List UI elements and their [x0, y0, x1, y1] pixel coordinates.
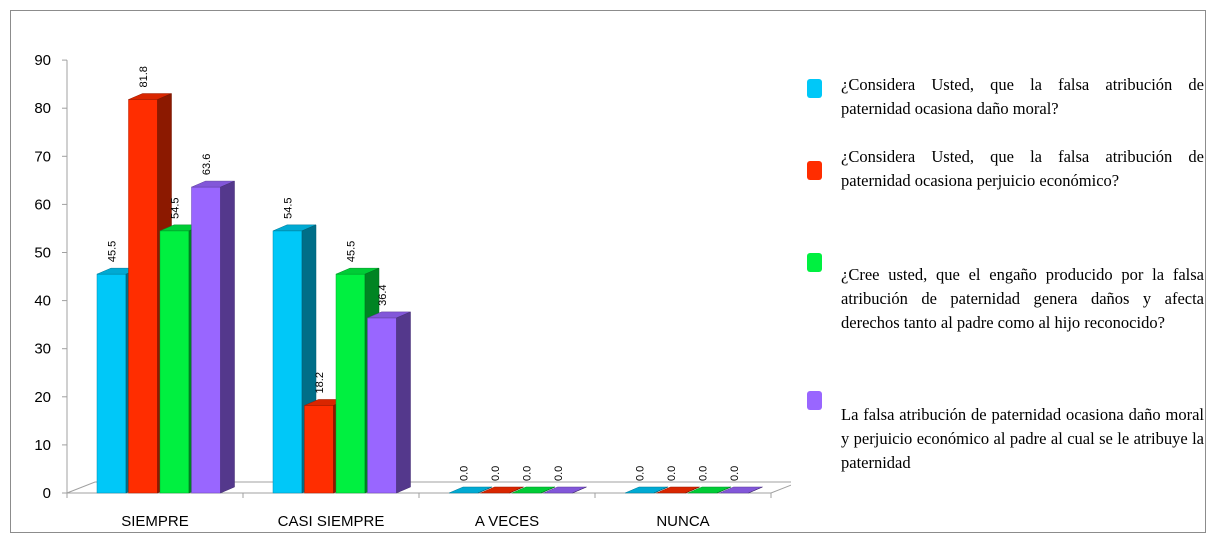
bar-front: [128, 99, 158, 494]
bar-front: [272, 230, 303, 494]
bar-side: [396, 311, 411, 494]
data-label: 63.6: [201, 154, 213, 175]
legend-swatch-1: [807, 79, 822, 98]
y-tick-label: 80: [34, 100, 51, 117]
legend-label-4: La falsa atribución de paternidad ocasio…: [841, 405, 1204, 472]
legend-swatch-2: [807, 161, 822, 180]
legend-label-3: ¿Cree usted, que el engaño producido por…: [841, 265, 1204, 332]
x-category-label: NUNCA: [656, 513, 709, 530]
data-label: 0.0: [698, 466, 710, 481]
bar-front: [304, 405, 334, 494]
legend-label-1: ¿Considera Usted, que la falsa atribució…: [841, 75, 1204, 118]
data-label: 0.0: [635, 466, 647, 481]
bar-front: [335, 273, 366, 494]
y-tick-label: 20: [34, 389, 51, 406]
bar-front: [367, 317, 397, 494]
legend-swatch-4: [807, 391, 822, 410]
y-tick-label: 60: [34, 196, 51, 213]
data-label: 0.0: [459, 466, 471, 481]
y-tick-label: 10: [34, 437, 51, 454]
x-category-label: A VECES: [475, 513, 539, 530]
data-label: 45.5: [346, 241, 358, 262]
bar-chart: 0 10 20 30 40 50 60 70 80 90 SIEMPRE CASI SIEMPRE A …: [34, 52, 791, 530]
bar-side: [540, 486, 556, 494]
legend-item-2: ¿Considera Usted, que la falsa atribució…: [804, 145, 1204, 253]
data-label: 0.0: [553, 466, 565, 481]
data-label: 0.0: [666, 466, 678, 481]
data-label: 54.5: [283, 197, 295, 218]
bar-front: [191, 186, 221, 494]
chart-frame: 0 10 20 30 40 50 60 70 80 90 SIEMPRE CASI SIEMPRE A …: [10, 10, 1206, 533]
bar-side: [572, 486, 587, 494]
y-tick-label: 30: [34, 341, 51, 358]
y-tick-label: 70: [34, 148, 51, 165]
bar-side: [477, 486, 493, 494]
data-label: 81.8: [138, 66, 150, 87]
bar-side: [685, 486, 700, 494]
bar-side: [653, 486, 669, 494]
y-tick-label: 90: [34, 52, 51, 69]
data-label: 36.4: [377, 284, 389, 305]
bar-front: [96, 273, 127, 494]
data-label: 0.0: [729, 466, 741, 481]
bar-side: [716, 486, 732, 494]
x-category-label: CASI SIEMPRE: [278, 513, 385, 530]
legend: ¿Considera Usted, que la falsa atribució…: [804, 73, 1204, 475]
x-category-label: SIEMPRE: [121, 513, 189, 530]
data-label: 54.5: [170, 197, 182, 218]
y-tick-label: 50: [34, 245, 51, 262]
y-tick-label: 0: [43, 485, 51, 502]
bar-side: [509, 486, 524, 494]
legend-item-4: La falsa atribución de paternidad ocasio…: [804, 391, 1204, 475]
data-label: 0.0: [490, 466, 502, 481]
legend-swatch-3: [807, 253, 822, 272]
data-label: 18.2: [314, 372, 326, 393]
legend-label-2: ¿Considera Usted, que la falsa atribució…: [841, 147, 1204, 190]
y-tick-label: 40: [34, 293, 51, 310]
legend-item-3: ¿Cree usted, que el engaño producido por…: [804, 253, 1204, 393]
bar-side: [748, 486, 763, 494]
bar-side: [220, 180, 235, 494]
data-label: 45.5: [107, 241, 119, 262]
legend-item-1: ¿Considera Usted, que la falsa atribució…: [804, 73, 1204, 145]
bar-front: [159, 230, 190, 494]
data-label: 0.0: [522, 466, 534, 481]
